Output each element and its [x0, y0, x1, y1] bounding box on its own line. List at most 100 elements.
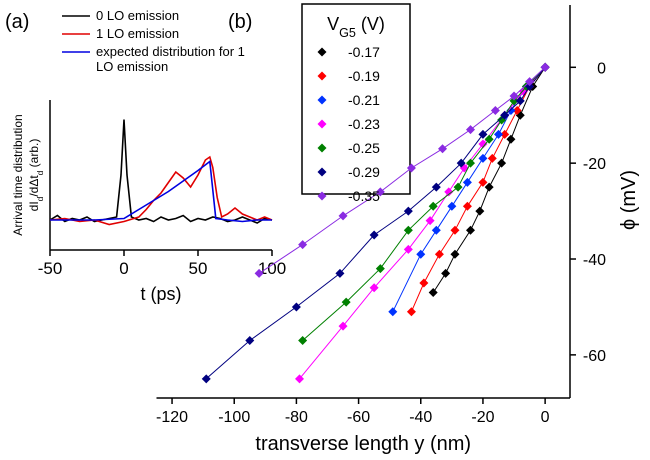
legend-marker [317, 47, 327, 57]
legend-label: -0.17 [348, 44, 380, 60]
text-part: G5 [339, 26, 356, 40]
legend-label: expected distribution for 1 LO emission [96, 44, 245, 74]
data-point [478, 129, 488, 139]
data-point [403, 206, 413, 216]
data-point [478, 153, 488, 163]
data-point [540, 62, 550, 72]
data-point [478, 139, 488, 149]
data-point [484, 134, 494, 144]
data-point [506, 134, 516, 144]
y-tick-label: -20 [583, 156, 606, 173]
data-point [450, 249, 460, 259]
x-tick-label: -100 [218, 409, 250, 426]
data-point [431, 182, 441, 192]
x-tick-label: -40 [409, 409, 432, 426]
data-point [466, 125, 476, 135]
data-point [441, 268, 451, 278]
y-tick-label: -40 [583, 252, 606, 269]
data-point [428, 201, 438, 211]
legend-label: -0.35 [348, 188, 380, 204]
y-tick-label: 0 [597, 60, 606, 77]
data-point [341, 297, 351, 307]
data-point [403, 225, 413, 235]
data-point [466, 158, 476, 168]
data-point [525, 77, 535, 87]
data-point [515, 96, 525, 106]
data-point [453, 182, 463, 192]
legend-marker [317, 191, 327, 201]
text-part: d [35, 170, 45, 175]
x-axis-label: transverse length y (nm) [255, 433, 471, 455]
data-point [254, 268, 264, 278]
data-point [447, 201, 457, 211]
x-tick-label: -120 [156, 409, 188, 426]
x-tick-label: -80 [285, 409, 308, 426]
legend-label: -0.29 [348, 164, 380, 180]
data-point [484, 182, 494, 192]
y-axis-label: dId/dΔtd (arb.) [27, 139, 45, 212]
text-part: (V) [356, 14, 385, 34]
data-point [406, 307, 416, 317]
x-tick-label: 100 [258, 259, 286, 278]
data-point [475, 206, 485, 216]
data-point [512, 105, 522, 115]
series-line [49, 119, 273, 224]
legend-label: 1 LO emission [96, 26, 180, 41]
text-part: d [35, 196, 45, 201]
legend-marker [317, 119, 327, 129]
data-point [509, 96, 519, 106]
legend-marker [317, 143, 327, 153]
text-part: /dΔt [27, 175, 41, 197]
data-point [462, 201, 472, 211]
panel-label: (a) [5, 11, 29, 33]
data-point [493, 129, 503, 139]
data-point [375, 187, 385, 197]
x-tick-label: -50 [38, 259, 63, 278]
x-axis-label: t (ps) [140, 284, 181, 304]
x-tick-label: -20 [471, 409, 494, 426]
text-part: V [327, 14, 339, 34]
legend-marker [317, 167, 327, 177]
data-point [466, 225, 476, 235]
y-axis-label: Arrival time distribution [11, 114, 25, 235]
data-point [434, 249, 444, 259]
legend-marker [317, 95, 327, 105]
data-point [295, 374, 305, 384]
data-point [291, 302, 301, 312]
text-part: dI [27, 201, 41, 211]
data-point [388, 307, 398, 317]
legend-label: -0.25 [348, 140, 380, 156]
data-point [403, 244, 413, 254]
data-point [335, 268, 345, 278]
data-point [201, 374, 211, 384]
data-point [456, 158, 466, 168]
data-point [406, 163, 416, 173]
x-tick-label: 0 [119, 259, 128, 278]
data-point [338, 211, 348, 221]
series-line [50, 160, 272, 223]
legend-marker [317, 71, 327, 81]
series-line [392, 66, 546, 312]
y-tick-label: -60 [583, 348, 606, 365]
data-point [438, 144, 448, 154]
series-line [49, 155, 273, 226]
data-point [500, 129, 510, 139]
data-point [487, 153, 497, 163]
x-tick-label: 50 [189, 259, 208, 278]
x-tick-label: 0 [541, 409, 550, 426]
data-point [298, 240, 308, 250]
x-tick-label: -60 [347, 409, 370, 426]
data-point [369, 230, 379, 240]
data-point [419, 278, 429, 288]
data-point [490, 105, 500, 115]
legend-title: VG5 (V) [327, 14, 385, 40]
data-point [338, 321, 348, 331]
data-point [509, 91, 519, 101]
data-point [428, 288, 438, 298]
legend-label: -0.19 [348, 68, 380, 84]
data-point [375, 264, 385, 274]
data-point [369, 283, 379, 293]
panel-label: (b) [228, 11, 252, 33]
